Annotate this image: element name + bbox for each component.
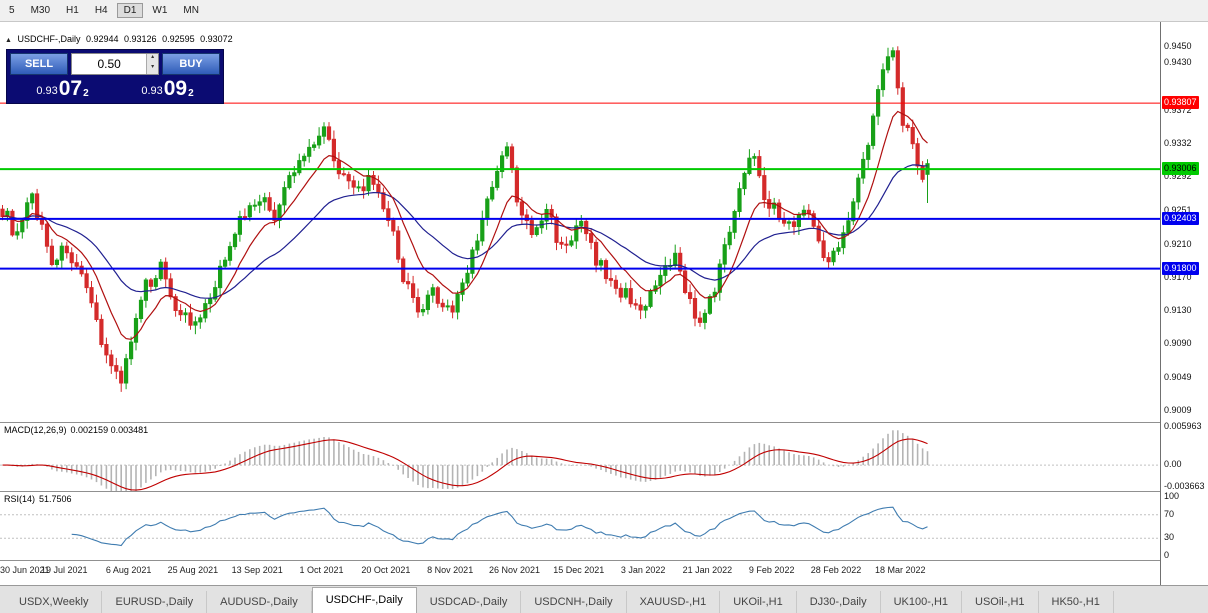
lot-size-field: ▴ ▾: [71, 53, 159, 75]
date-label: 19 Jul 2021: [41, 565, 88, 575]
date-label: 3 Jan 2022: [620, 565, 666, 575]
price-axis-tick: 0.9090: [1164, 337, 1192, 348]
chart-tab[interactable]: USDCHF-,Daily: [311, 587, 417, 613]
price-axis-tick: 0.9009: [1164, 404, 1192, 415]
timeframe-button-h1[interactable]: H1: [59, 3, 86, 18]
price-axis-tick: 0.9210: [1164, 238, 1192, 249]
price-axis-tick: 0.9292: [1164, 171, 1192, 182]
buy-price-pipette: 2: [188, 88, 194, 99]
sell-button[interactable]: SELL: [10, 53, 68, 75]
price-axis-tick: 0.9170: [1164, 271, 1192, 282]
price-axis-tick: 0.9251: [1164, 205, 1192, 215]
date-label: 1 Oct 2021: [299, 565, 344, 575]
price-axis-tick: 0.9372: [1164, 105, 1192, 116]
plot-column: ▲ USDCHF-,Daily 0.92944 0.93126 0.92595 …: [0, 22, 1160, 585]
price-chart[interactable]: ▲ USDCHF-,Daily 0.92944 0.93126 0.92595 …: [0, 22, 1160, 422]
rsi-axis-label: 70: [1164, 508, 1175, 519]
timeframe-button-5[interactable]: 5: [2, 3, 22, 18]
chart-tab[interactable]: USOil-,H1: [962, 591, 1039, 613]
chart-tab[interactable]: UKOil-,H1: [720, 591, 797, 613]
chart-tab-bar: USDX,Weekly EURUSD-,Daily AUDUSD-,Daily USD…: [0, 585, 1208, 613]
macd-label: MACD(12,26,9) 0.002159 0.003481: [4, 425, 152, 435]
rsi-name: RSI(14): [4, 494, 36, 504]
chart-tab[interactable]: USDX,Weekly: [6, 591, 103, 613]
date-label: 26 Nov 2021: [488, 565, 541, 575]
macd-axis-label: 0.005963: [1164, 421, 1202, 432]
timeframe-button-w1[interactable]: W1: [145, 3, 174, 18]
buy-button[interactable]: BUY: [162, 53, 220, 75]
price-axis-tick: 0.9049: [1164, 371, 1192, 382]
price-line-badge: 0.93006: [1162, 162, 1199, 176]
ohlc-open: 0.92944: [85, 34, 119, 44]
timeframe-button-h4[interactable]: H4: [88, 3, 115, 18]
chart-tab[interactable]: UK100-,H1: [881, 591, 963, 613]
sell-price-main: 07: [58, 77, 83, 100]
rsi-axis-label: 100: [1164, 491, 1180, 501]
date-label: 13 Sep 2021: [231, 565, 283, 575]
chart-tab[interactable]: AUDUSD-,Daily: [207, 591, 312, 613]
ohlc-close: 0.93072: [200, 34, 233, 44]
sell-price[interactable]: 0.93 07 2: [10, 78, 115, 100]
price-axis-tick: 0.9332: [1164, 138, 1192, 149]
macd-name: MACD(12,26,9): [4, 425, 67, 435]
date-label: 21 Jan 2022: [682, 565, 733, 575]
timeframe-button-d1[interactable]: D1: [116, 3, 144, 18]
date-label: 20 Oct 2021: [361, 565, 411, 575]
price-axis-tick: 0.9450: [1164, 40, 1192, 51]
macd-indicator-panel[interactable]: MACD(12,26,9) 0.002159 0.003481: [0, 422, 1160, 491]
buy-price[interactable]: 0.93 09 2: [115, 78, 220, 100]
chart-tab[interactable]: DJ30-,Daily: [797, 591, 881, 613]
lot-increase-button[interactable]: ▴: [147, 54, 158, 64]
date-label: 8 Nov 2021: [427, 565, 474, 575]
date-label: 25 Aug 2021: [167, 565, 219, 575]
rsi-indicator-panel[interactable]: RSI(14) 51.7506: [0, 491, 1160, 560]
lot-spinner: ▴ ▾: [146, 54, 158, 74]
rsi-value: 51.7506: [39, 494, 72, 504]
macd-chart-svg: [0, 430, 1160, 491]
price-axis-tick: 0.9430: [1164, 57, 1192, 68]
chart-tab[interactable]: USDCAD-,Daily: [417, 591, 522, 613]
chart-tab[interactable]: XAUUSD-,H1: [627, 591, 721, 613]
date-label: 30 Jun 2021: [0, 565, 50, 575]
date-label: 18 Mar 2022: [875, 565, 926, 575]
buy-price-prefix: 0.93: [141, 85, 163, 97]
symbol-name: USDCHF-,Daily: [17, 34, 81, 44]
macd-axis-label: 0.00: [1164, 459, 1182, 470]
rsi-label: RSI(14) 51.7506: [4, 494, 76, 504]
ohlc-high: 0.93126: [124, 34, 157, 44]
ohlc-low: 0.92595: [162, 34, 195, 44]
chart-tab[interactable]: USDCNH-,Daily: [521, 591, 627, 613]
sell-price-prefix: 0.93: [36, 85, 58, 97]
date-axis: 30 Jun 2021 19 Jul 2021 6 Aug 2021 25 Aug 2…: [0, 560, 1160, 585]
timeframe-button-mn[interactable]: MN: [176, 3, 206, 18]
chart-tab[interactable]: HK50-,H1: [1039, 591, 1114, 613]
date-label: 6 Aug 2021: [105, 565, 152, 575]
chart-tab[interactable]: EURUSD-,Daily: [102, 591, 208, 613]
rsi-axis-label: 0: [1164, 550, 1170, 560]
rsi-chart-svg: [0, 506, 1160, 547]
price-line-badge: 0.92403: [1162, 211, 1199, 225]
date-label: 15 Dec 2021: [553, 565, 605, 575]
macd-axis-label: -0.003663: [1164, 480, 1205, 491]
one-click-trading-panel: SELL ▴ ▾ BUY 0.93 07: [6, 49, 224, 104]
price-line-badge: 0.91800: [1162, 261, 1199, 275]
chart-area: ▲ USDCHF-,Daily 0.92944 0.93126 0.92595 …: [0, 22, 1208, 585]
timeframe-toolbar: 5 M30 H1 H4 D1 W1 MN: [0, 0, 1208, 22]
lot-decrease-button[interactable]: ▾: [147, 64, 158, 74]
chart-title: ▲ USDCHF-,Daily 0.92944 0.93126 0.92595 …: [5, 34, 236, 44]
timeframe-button-m30[interactable]: M30: [24, 3, 57, 18]
price-line-badge: 0.93807: [1162, 96, 1199, 110]
rsi-axis-label: 30: [1164, 532, 1175, 543]
price-axis: 0.9450 0.9430 0.9372 0.9332 0.9292 0.9251 0.92…: [1160, 22, 1208, 585]
collapse-trading-panel-icon[interactable]: ▲: [5, 37, 12, 44]
date-label: 28 Feb 2022: [810, 565, 862, 575]
macd-values: 0.002159 0.003481: [70, 425, 149, 435]
date-label: 9 Feb 2022: [748, 565, 795, 575]
buy-price-main: 09: [163, 77, 188, 100]
lot-size-input[interactable]: [72, 54, 147, 74]
sell-price-pipette: 2: [83, 88, 89, 99]
candlestick-chart-svg[interactable]: [0, 22, 1160, 422]
price-axis-tick: 0.9130: [1164, 304, 1192, 315]
